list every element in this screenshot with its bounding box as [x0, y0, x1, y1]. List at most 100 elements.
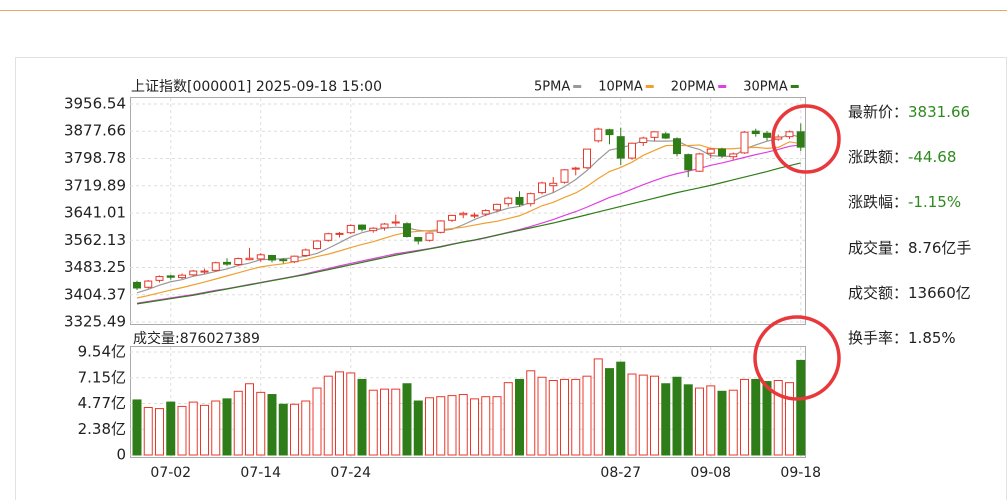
quote-label: 涨跌幅：: [848, 193, 909, 212]
volume-bar: [593, 358, 603, 456]
quote-value: 13660亿: [908, 283, 971, 302]
legend-swatch: [645, 85, 654, 88]
candle-body: [268, 254, 276, 261]
candle-body: [504, 197, 513, 205]
highlight-circle: [753, 315, 841, 401]
volume-bar: [728, 389, 738, 456]
candle-body: [493, 203, 501, 211]
legend-label: 10PMA: [598, 80, 643, 95]
candle-body: [785, 131, 794, 138]
candle-body: [335, 232, 344, 235]
candle-body: [729, 153, 738, 158]
volume-bar: [166, 401, 176, 456]
volume-bar: [335, 371, 344, 456]
volume-bar: [683, 384, 693, 456]
candle-body: [751, 130, 760, 135]
candle-body: [301, 249, 310, 256]
volume-bar: [582, 375, 592, 456]
candle-body: [571, 167, 580, 170]
volume-bar: [638, 374, 648, 456]
volume-title: 成交量:876027389: [133, 330, 260, 347]
x-tick-label: 09-18: [780, 465, 821, 481]
legend-label: 5PMA: [534, 80, 570, 95]
x-tick-label: 09-08: [690, 465, 731, 481]
legend-label: 30PMA: [743, 80, 788, 95]
volume-bar: [447, 395, 457, 456]
volume-bar: [188, 401, 198, 456]
volume-bar: [312, 387, 322, 456]
y-tick-label: 3404.37: [64, 285, 126, 303]
quote-row: 换手率：1.85%: [848, 327, 956, 348]
volume-bar: [762, 381, 772, 456]
quote-value: 3831.66: [908, 103, 971, 121]
volume-bar: [481, 396, 491, 456]
candle-body: [133, 281, 141, 289]
chart-title: 上证指数[000001] 2025-09-18 15:00: [131, 79, 382, 95]
candle-body: [560, 169, 569, 183]
volume-bar: [706, 385, 716, 456]
volume-bar: [368, 389, 378, 456]
candle-body: [605, 129, 614, 136]
candle-body: [616, 136, 625, 159]
candle-body: [706, 148, 715, 154]
candle-body: [403, 223, 411, 237]
volume-bar: [245, 383, 254, 456]
candle-body: [346, 224, 355, 234]
candle-body: [144, 280, 153, 288]
quote-row: 最新价：3831.66: [848, 101, 970, 122]
y-tick-label: 3956.54: [64, 95, 126, 113]
volume-bar: [537, 376, 547, 456]
candle-body: [369, 227, 378, 232]
candle-body: [684, 154, 693, 171]
y-tick-label: 3719.89: [64, 176, 126, 194]
quote-value: 1.85%: [908, 329, 956, 347]
volume-bar: [616, 361, 626, 456]
volume-bar: [627, 373, 637, 456]
legend-label: 20PMA: [671, 80, 716, 95]
volume-bar: [785, 382, 794, 456]
candle-body: [695, 153, 704, 172]
quote-row: 成交额：13660亿: [848, 282, 971, 303]
volume-bar: [413, 400, 423, 456]
volume-bar: [233, 390, 243, 456]
candle-body: [639, 137, 648, 144]
volume-bar: [492, 396, 502, 456]
candle-body: [425, 232, 434, 241]
candle-body: [796, 131, 805, 148]
volume-bar: [267, 394, 277, 456]
volume-bar: [515, 378, 524, 456]
quote-row: 涨跌额：-44.68: [848, 146, 956, 167]
candle-body: [155, 276, 164, 281]
volume-bar: [661, 383, 671, 456]
volume-bar: [402, 383, 412, 456]
candle-body: [414, 237, 423, 242]
y-tick-label: 9.54亿: [78, 343, 126, 361]
volume-bar: [211, 400, 221, 456]
volume-bar: [346, 372, 356, 456]
candle-body: [526, 193, 535, 205]
volume-bar: [751, 378, 761, 456]
quote-label: 涨跌额：: [848, 148, 909, 167]
candle-body: [380, 223, 389, 229]
volume-bar: [695, 387, 704, 456]
volume-bar: [672, 376, 682, 456]
quote-row: 成交量：8.76亿手: [848, 237, 971, 258]
candle-body: [211, 262, 220, 271]
x-tick-label: 08-27: [600, 465, 641, 481]
quote-row: 涨跌幅：-1.15%: [848, 191, 961, 212]
ma-line: [136, 133, 801, 294]
candle-body: [245, 257, 254, 261]
volume-bar: [605, 368, 614, 456]
volume-bar: [143, 406, 153, 456]
x-tick-label: 07-14: [240, 465, 281, 481]
candle-body: [391, 221, 400, 224]
volume-bar: [717, 390, 727, 456]
candle-body: [481, 210, 490, 215]
candle-body: [166, 275, 175, 278]
volume-bar: [290, 403, 299, 456]
volume-bar: [132, 399, 142, 456]
quote-label: 最新价：: [848, 103, 909, 121]
candle-body: [538, 182, 546, 194]
volume-bar: [560, 378, 569, 456]
